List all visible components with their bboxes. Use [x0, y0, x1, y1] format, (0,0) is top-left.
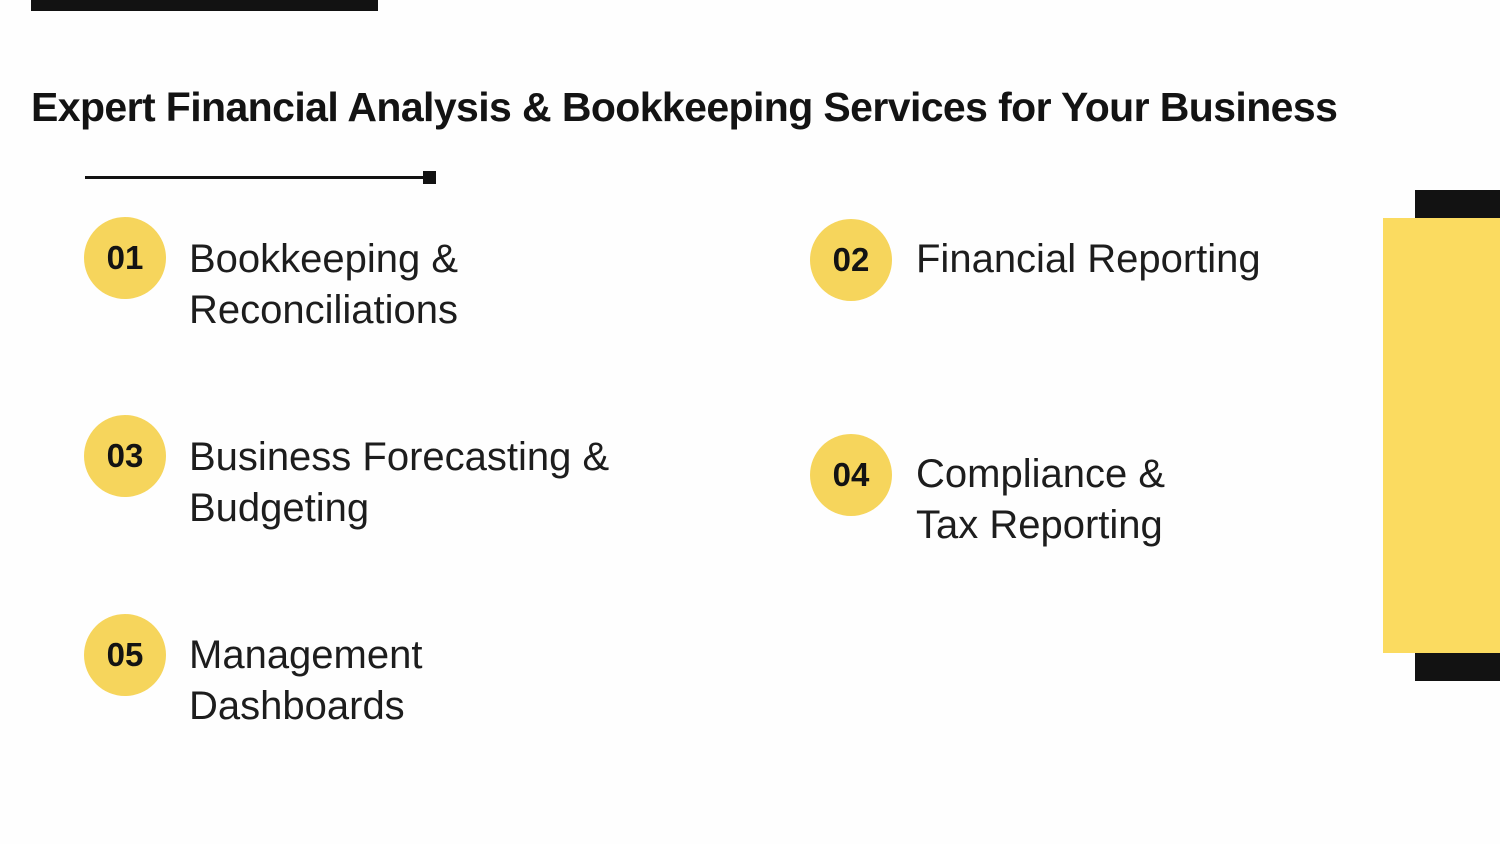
- service-number-badge: 04: [810, 434, 892, 516]
- service-number-badge: 05: [84, 614, 166, 696]
- service-number-badge: 02: [810, 219, 892, 301]
- service-label: Financial Reporting: [916, 237, 1261, 281]
- yellow-panel: [1383, 218, 1500, 653]
- top-accent-bar: [31, 0, 378, 11]
- service-label: Business Forecasting & Budgeting: [189, 435, 610, 530]
- title-underline: [85, 176, 424, 179]
- service-number-badge: 01: [84, 217, 166, 299]
- underline-endpoint-square: [423, 171, 436, 184]
- service-label: Compliance & Tax Reporting: [916, 452, 1166, 547]
- panel-bottom-black-bar: [1415, 653, 1500, 681]
- service-label: Bookkeeping & Reconciliations: [189, 237, 459, 332]
- panel-top-black-bar: [1415, 190, 1500, 218]
- service-number-badge: 03: [84, 415, 166, 497]
- service-label: Management Dashboards: [189, 633, 423, 728]
- page-title: Expert Financial Analysis & Bookkeeping …: [31, 84, 1338, 130]
